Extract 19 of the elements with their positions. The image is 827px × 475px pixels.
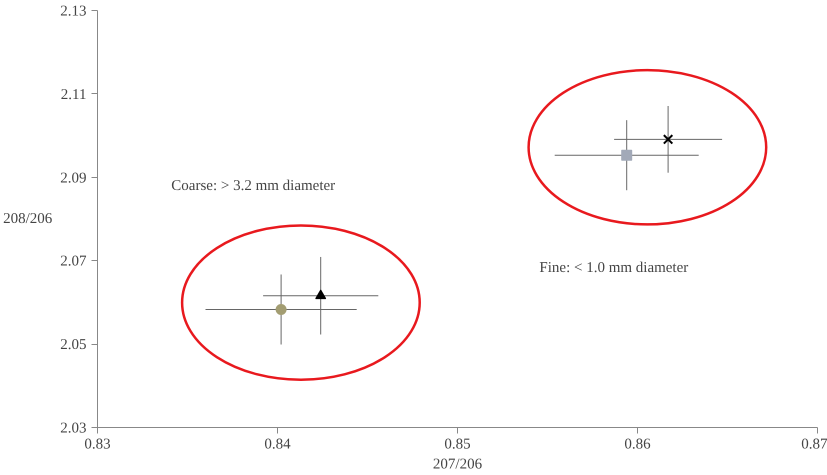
point [315,289,326,300]
y-tick-label: 2.11 [60,86,87,103]
annotation: Fine: < 1.0 mm diameter [539,260,688,276]
point [662,134,674,145]
x-tick-label: 0.87 [801,436,827,452]
x-axis-title: 207/206 [432,456,483,472]
y-tick-label: 2.07 [60,254,87,270]
x-tick-label: 0.86 [624,436,652,452]
y-tick-label: 2.05 [60,337,86,354]
x-tick-label: 0.84 [264,436,292,452]
x-tick-label: 0.83 [84,436,111,452]
point [621,150,632,161]
annotation: Coarse: > 3.2 mm diameter [171,178,336,194]
y-tick-label: 2.03 [60,420,86,436]
y-tick-label: 2.13 [60,4,86,20]
point [276,304,287,315]
y-axis-title: 208/206 [3,211,53,227]
x-tick-label: 0.85 [444,436,471,452]
y-tick-label: 2.09 [60,170,86,186]
